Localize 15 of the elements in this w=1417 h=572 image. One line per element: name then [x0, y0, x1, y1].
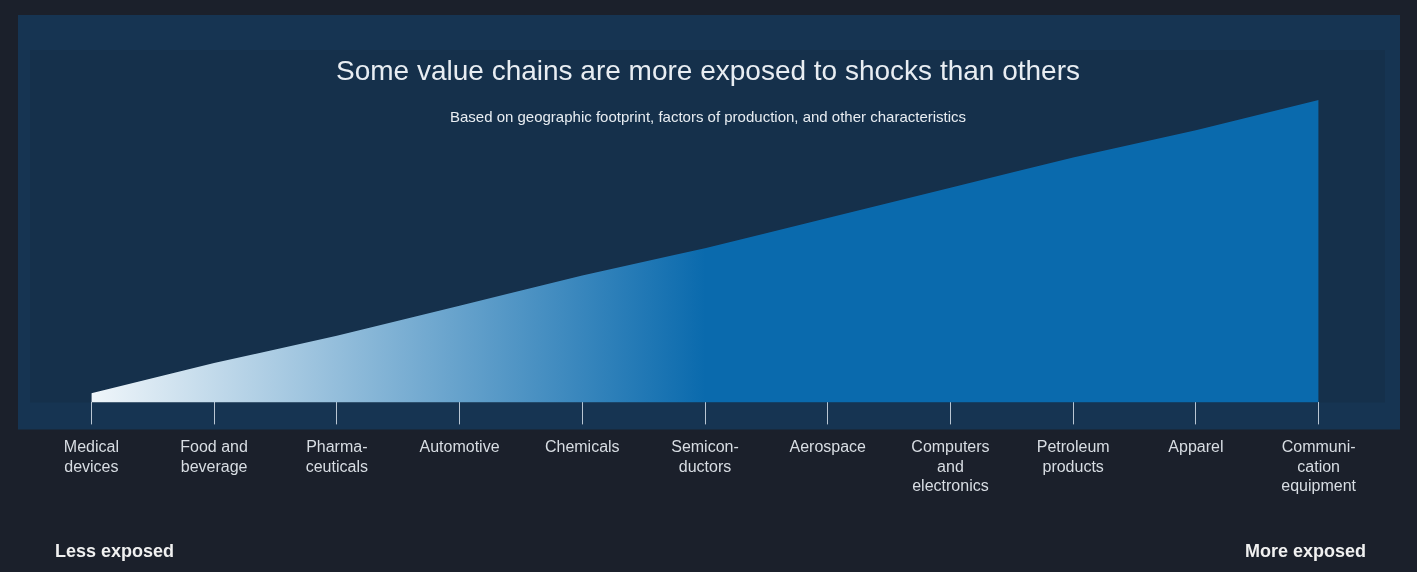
x-tick-label: Automotive: [419, 438, 500, 456]
x-tick-label: Apparel: [1168, 438, 1224, 456]
chart-title: Some value chains are more exposed to shocks than others: [336, 55, 1080, 86]
x-tick-label: Pharma- ceuticals: [305, 438, 368, 475]
text: More exposed: [1244, 541, 1366, 561]
x-tick-label: Semicon- ductors: [671, 438, 739, 475]
text: Less exposed: [55, 541, 175, 561]
x-tick-label: Aerospace: [789, 438, 867, 456]
x-tick-label: Communi- cation equipment: [1281, 438, 1357, 494]
x-tick-label: Petroleum products: [1036, 438, 1110, 475]
x-tick-label: Chemicals: [544, 438, 620, 456]
x-tick-label: Computers and electronics: [911, 438, 990, 494]
x-tick-label: Medical devices: [63, 438, 119, 475]
x-tick-label: Food and beverage: [180, 438, 248, 475]
text: Based on geographic footprint, factors of production, and other characteristics: [449, 108, 967, 125]
